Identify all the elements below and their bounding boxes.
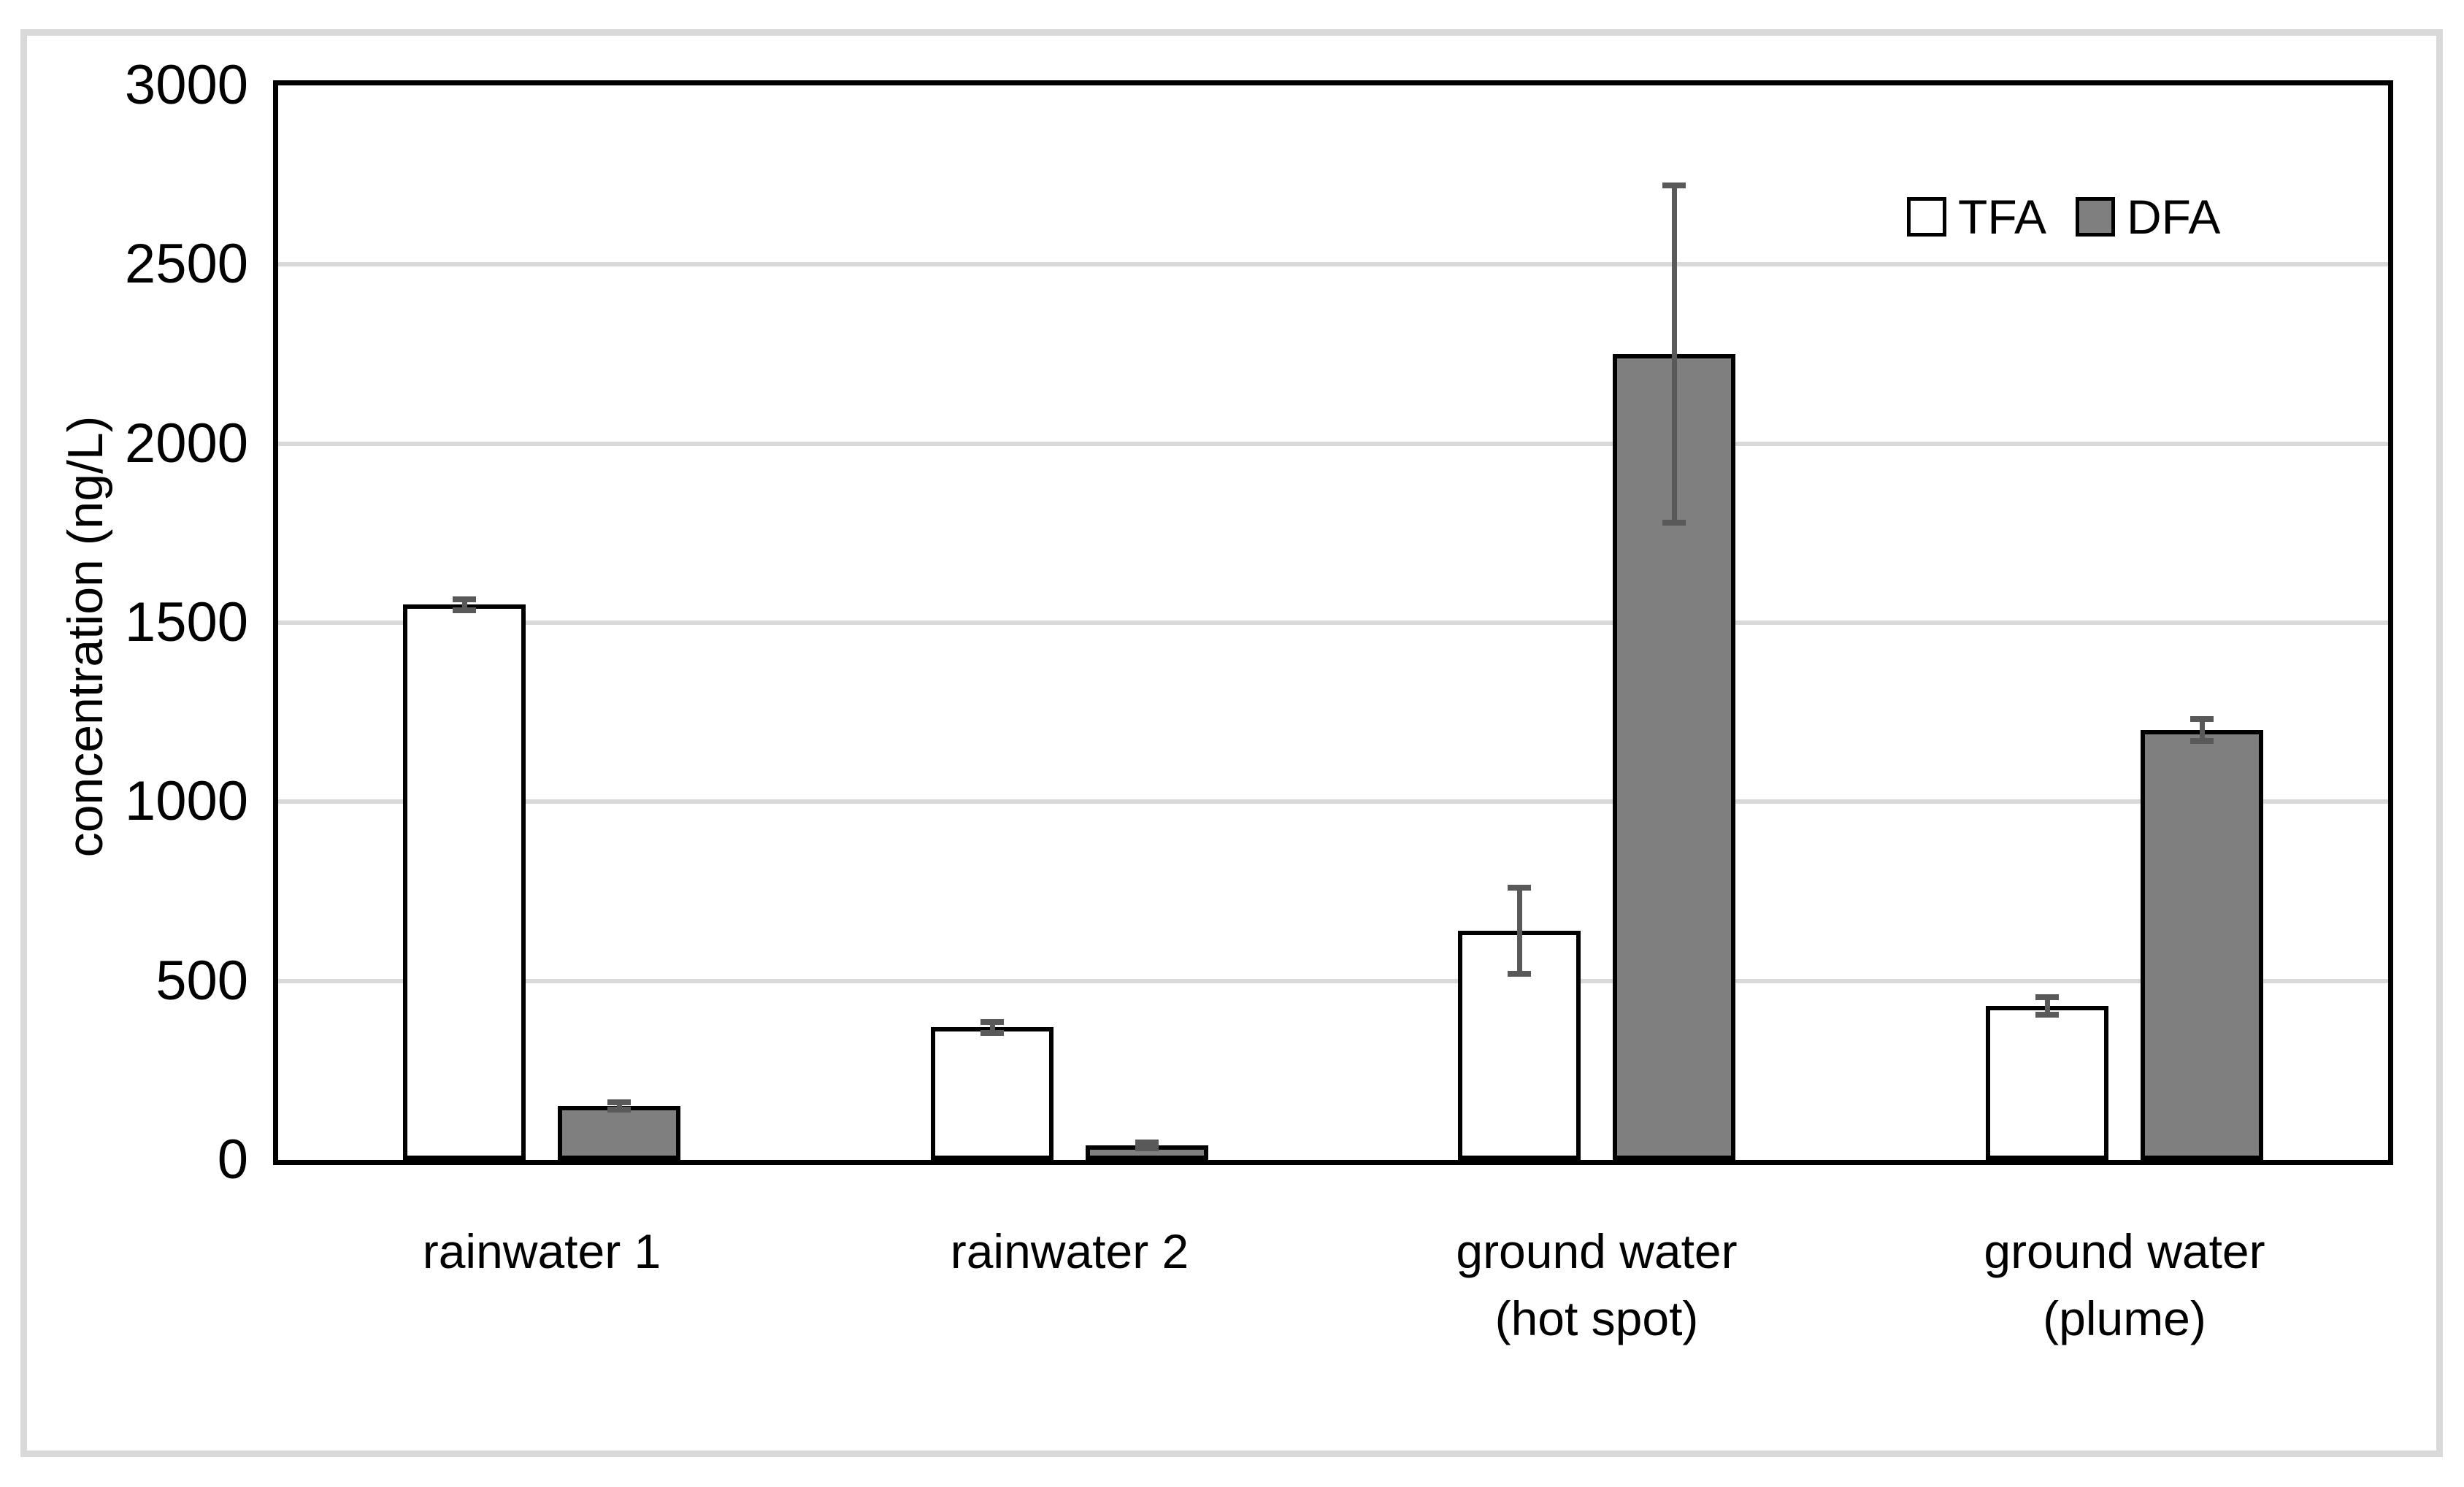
bar-dfa-rainwater-1	[558, 1106, 680, 1160]
y-tick-label-3000: 3000	[124, 54, 248, 116]
y-tick-label-2000: 2000	[124, 412, 248, 474]
x-category-label-line: rainwater 2	[950, 1224, 1189, 1278]
y-tick-label-2500: 2500	[124, 233, 248, 295]
error-bar-tfa-rainwater-2	[990, 1022, 995, 1033]
error-bar-dfa-ground-water-hot-spot	[1672, 185, 1677, 523]
error-cap-top-tfa-rainwater-2	[980, 1019, 1004, 1025]
gridline-1000	[278, 799, 2388, 804]
legend-label-tfa: TFA	[1958, 190, 2047, 244]
legend-label-dfa: DFA	[2127, 190, 2221, 244]
bar-tfa-ground-water-plume	[1986, 1006, 2108, 1160]
y-tick-label-0: 0	[217, 1129, 248, 1191]
bar-tfa-rainwater-1	[403, 604, 526, 1160]
legend-swatch-dfa	[2076, 197, 2116, 237]
error-bar-dfa-rainwater-1	[617, 1102, 622, 1110]
bar-dfa-ground-water-plume	[2141, 730, 2263, 1160]
error-cap-bottom-tfa-rainwater-1	[453, 607, 476, 613]
gridline-500	[278, 979, 2388, 983]
x-category-label-ground-water-plume: ground water (plume)	[1847, 1218, 2402, 1352]
bar-tfa-rainwater-2	[931, 1027, 1053, 1160]
gridline-1500	[278, 620, 2388, 625]
y-tick-label-500: 500	[156, 950, 248, 1012]
x-category-label-line: ground water	[1984, 1224, 2265, 1278]
error-cap-top-tfa-ground-water-hot-spot	[1508, 885, 1531, 891]
legend-swatch-tfa	[1907, 197, 1946, 237]
gridline-2000	[278, 442, 2388, 446]
x-category-label-line: ground water	[1456, 1224, 1738, 1278]
error-cap-top-dfa-rainwater-1	[607, 1099, 631, 1105]
error-cap-top-tfa-ground-water-plume	[2035, 994, 2059, 1000]
error-cap-top-dfa-rainwater-2	[1135, 1140, 1159, 1145]
error-cap-top-tfa-rainwater-1	[453, 596, 476, 602]
legend-item-tfa: TFA	[1907, 193, 2046, 241]
error-cap-bottom-dfa-ground-water-plume	[2190, 738, 2214, 744]
x-category-label-rainwater-2: rainwater 2	[792, 1218, 1347, 1285]
gridline-2500	[278, 262, 2388, 266]
x-category-label-line: rainwater 1	[422, 1224, 661, 1278]
y-tick-label-1500: 1500	[124, 591, 248, 653]
error-cap-bottom-tfa-ground-water-plume	[2035, 1012, 2059, 1018]
x-category-label-line: (hot spot)	[1494, 1291, 1699, 1345]
y-tick-label-1000: 1000	[124, 770, 248, 832]
error-cap-top-dfa-ground-water-hot-spot	[1662, 182, 1686, 188]
x-category-label-ground-water-hot-spot: ground water (hot spot)	[1319, 1218, 1874, 1352]
legend: TFA DFA	[1907, 193, 2220, 241]
error-cap-bottom-tfa-ground-water-hot-spot	[1508, 971, 1531, 977]
error-bar-tfa-rainwater-1	[462, 599, 467, 610]
error-bar-tfa-ground-water-plume	[2045, 997, 2050, 1015]
error-cap-bottom-tfa-rainwater-2	[980, 1030, 1004, 1036]
x-category-label-line: (plume)	[2043, 1291, 2206, 1345]
x-category-label-rainwater-1: rainwater 1	[264, 1218, 819, 1285]
legend-item-dfa: DFA	[2076, 193, 2220, 241]
error-bar-tfa-ground-water-hot-spot	[1517, 888, 1522, 974]
error-cap-top-dfa-ground-water-plume	[2190, 716, 2214, 722]
error-cap-bottom-dfa-rainwater-1	[607, 1107, 631, 1113]
error-bar-dfa-ground-water-plume	[2200, 719, 2205, 741]
error-cap-bottom-dfa-rainwater-2	[1135, 1145, 1159, 1151]
error-cap-bottom-dfa-ground-water-hot-spot	[1662, 520, 1686, 526]
